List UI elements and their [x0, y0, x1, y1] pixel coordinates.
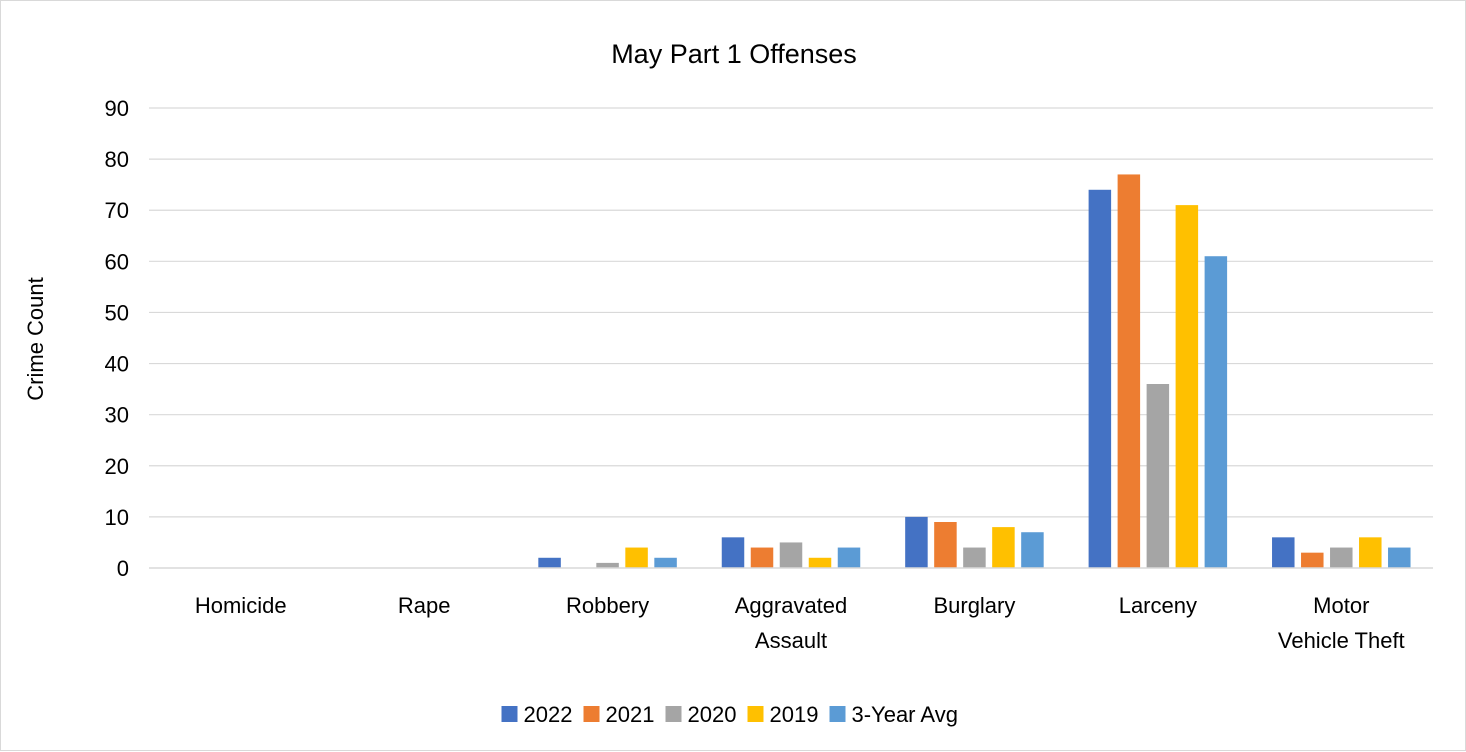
- legend-swatch: [747, 706, 764, 722]
- bar: [538, 557, 561, 568]
- bar: [1359, 537, 1382, 568]
- x-tick-label: Burglary: [933, 593, 1015, 618]
- bar: [1021, 532, 1044, 568]
- bar: [837, 547, 861, 568]
- x-tick-label: Motor Vehicle Theft: [1278, 593, 1405, 653]
- y-axis-title: Crime Count: [23, 277, 48, 400]
- bar: [1146, 384, 1170, 568]
- x-tick-label-line: Assault: [755, 628, 827, 653]
- legend-swatch: [665, 706, 682, 722]
- y-tick-label: 10: [105, 505, 129, 530]
- bar: [1204, 256, 1228, 568]
- bar: [721, 537, 745, 568]
- y-tick-label: 60: [105, 249, 129, 274]
- y-tick-label: 0: [117, 556, 129, 581]
- x-tick-label-line: Larceny: [1119, 593, 1197, 618]
- bars: [538, 174, 1411, 568]
- bar: [750, 547, 774, 568]
- bar: [905, 516, 928, 568]
- bar: [1388, 547, 1411, 568]
- legend: 2022 2021 2020 2019 3-Year Avg: [501, 702, 958, 727]
- legend-label: 2022: [524, 702, 573, 727]
- y-tick-label: 50: [105, 300, 129, 325]
- bar: [596, 562, 619, 568]
- x-tick-label: Larceny: [1119, 593, 1197, 618]
- legend-label: 2021: [606, 702, 655, 727]
- x-tick-label: Rape: [398, 593, 451, 618]
- bar: [1330, 547, 1353, 568]
- bar: [1117, 174, 1141, 568]
- bar: [934, 522, 957, 568]
- bar: [1301, 552, 1324, 568]
- y-tick-label: 70: [105, 198, 129, 223]
- bar: [654, 557, 677, 568]
- x-tick-label-line: Aggravated: [735, 593, 848, 618]
- legend-swatch: [829, 706, 846, 722]
- legend-label: 3-Year Avg: [852, 702, 958, 727]
- bar: [1272, 537, 1295, 568]
- legend-swatch: [583, 706, 600, 722]
- y-tick-label: 20: [105, 454, 129, 479]
- bar: [1175, 205, 1199, 568]
- y-tick-label: 40: [105, 352, 129, 377]
- y-tick-label: 90: [105, 96, 129, 121]
- x-tick-label: Robbery: [566, 593, 649, 618]
- x-tick-label-line: Burglary: [933, 593, 1015, 618]
- x-tick-label-line: Robbery: [566, 593, 649, 618]
- x-tick-label-line: Motor: [1313, 593, 1369, 618]
- bar: [779, 542, 803, 568]
- y-tick-label: 30: [105, 403, 129, 428]
- x-axis-ticks: Homicide Rape Robbery Aggravated Assault Burg…: [195, 593, 1405, 653]
- y-axis-ticks: 0 10 20 30 40 50 60 70 80 90: [105, 96, 129, 581]
- legend-label: 2019: [770, 702, 819, 727]
- bar: [808, 557, 832, 568]
- bar: [963, 547, 986, 568]
- bar: [1088, 189, 1112, 568]
- legend-swatch: [501, 706, 518, 722]
- gridlines: [149, 107, 1433, 518]
- x-tick-label: Homicide: [195, 593, 287, 618]
- legend-label: 2020: [688, 702, 737, 727]
- x-tick-label-line: Vehicle Theft: [1278, 628, 1405, 653]
- x-tick-label: Aggravated Assault: [735, 593, 848, 653]
- bar: [625, 547, 648, 568]
- y-tick-label: 80: [105, 147, 129, 172]
- bar: [992, 527, 1015, 568]
- x-tick-label-line: Homicide: [195, 593, 287, 618]
- chart-title: May Part 1 Offenses: [611, 39, 857, 69]
- x-tick-label-line: Rape: [398, 593, 451, 618]
